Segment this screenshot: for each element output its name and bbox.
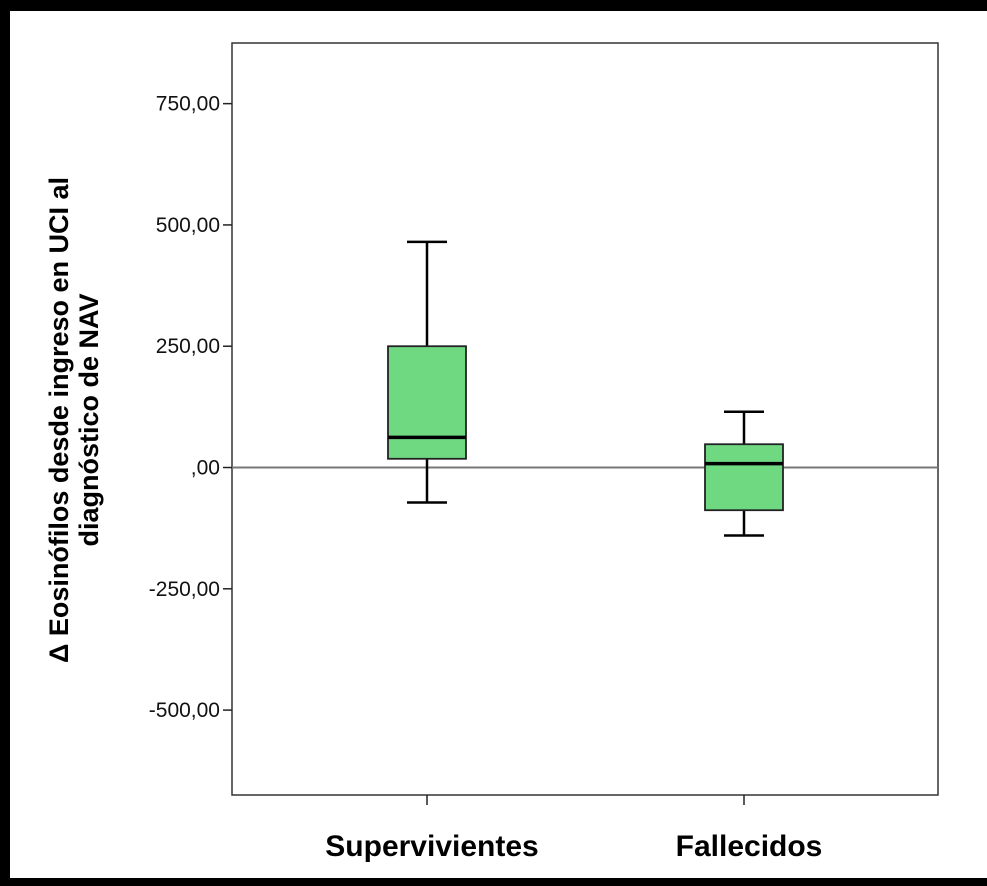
y-tick-label: ,00 <box>191 457 220 480</box>
y-axis-title-line: diagnóstico de NAV <box>74 293 104 546</box>
x-category-label: Fallecidos <box>676 830 823 863</box>
y-tick-label: 500,00 <box>156 214 220 237</box>
box-supervivientes <box>387 240 467 504</box>
iqr-box <box>704 443 784 512</box>
y-tick-label: 750,00 <box>156 93 220 116</box>
box-series <box>387 240 784 537</box>
y-tick-label: -250,00 <box>149 578 220 601</box>
y-axis-title-line: Δ Eosinófilos desde ingreso en UCI al <box>44 177 74 663</box>
y-tick-label: 250,00 <box>156 335 220 358</box>
x-axis: Supervivientes Fallecidos <box>325 795 822 863</box>
iqr-box <box>387 345 467 460</box>
x-category-label: Supervivientes <box>325 830 538 863</box>
y-axis: 750,00 500,00 250,00 ,00 -250,00 -500,00 <box>149 93 232 722</box>
y-tick-label: -500,00 <box>149 699 220 722</box>
plot-border <box>231 42 939 796</box>
plot-area <box>231 42 939 796</box>
y-axis-title: Δ Eosinófilos desde ingreso en UCI aldia… <box>44 177 104 663</box>
box-fallecidos <box>704 410 784 537</box>
